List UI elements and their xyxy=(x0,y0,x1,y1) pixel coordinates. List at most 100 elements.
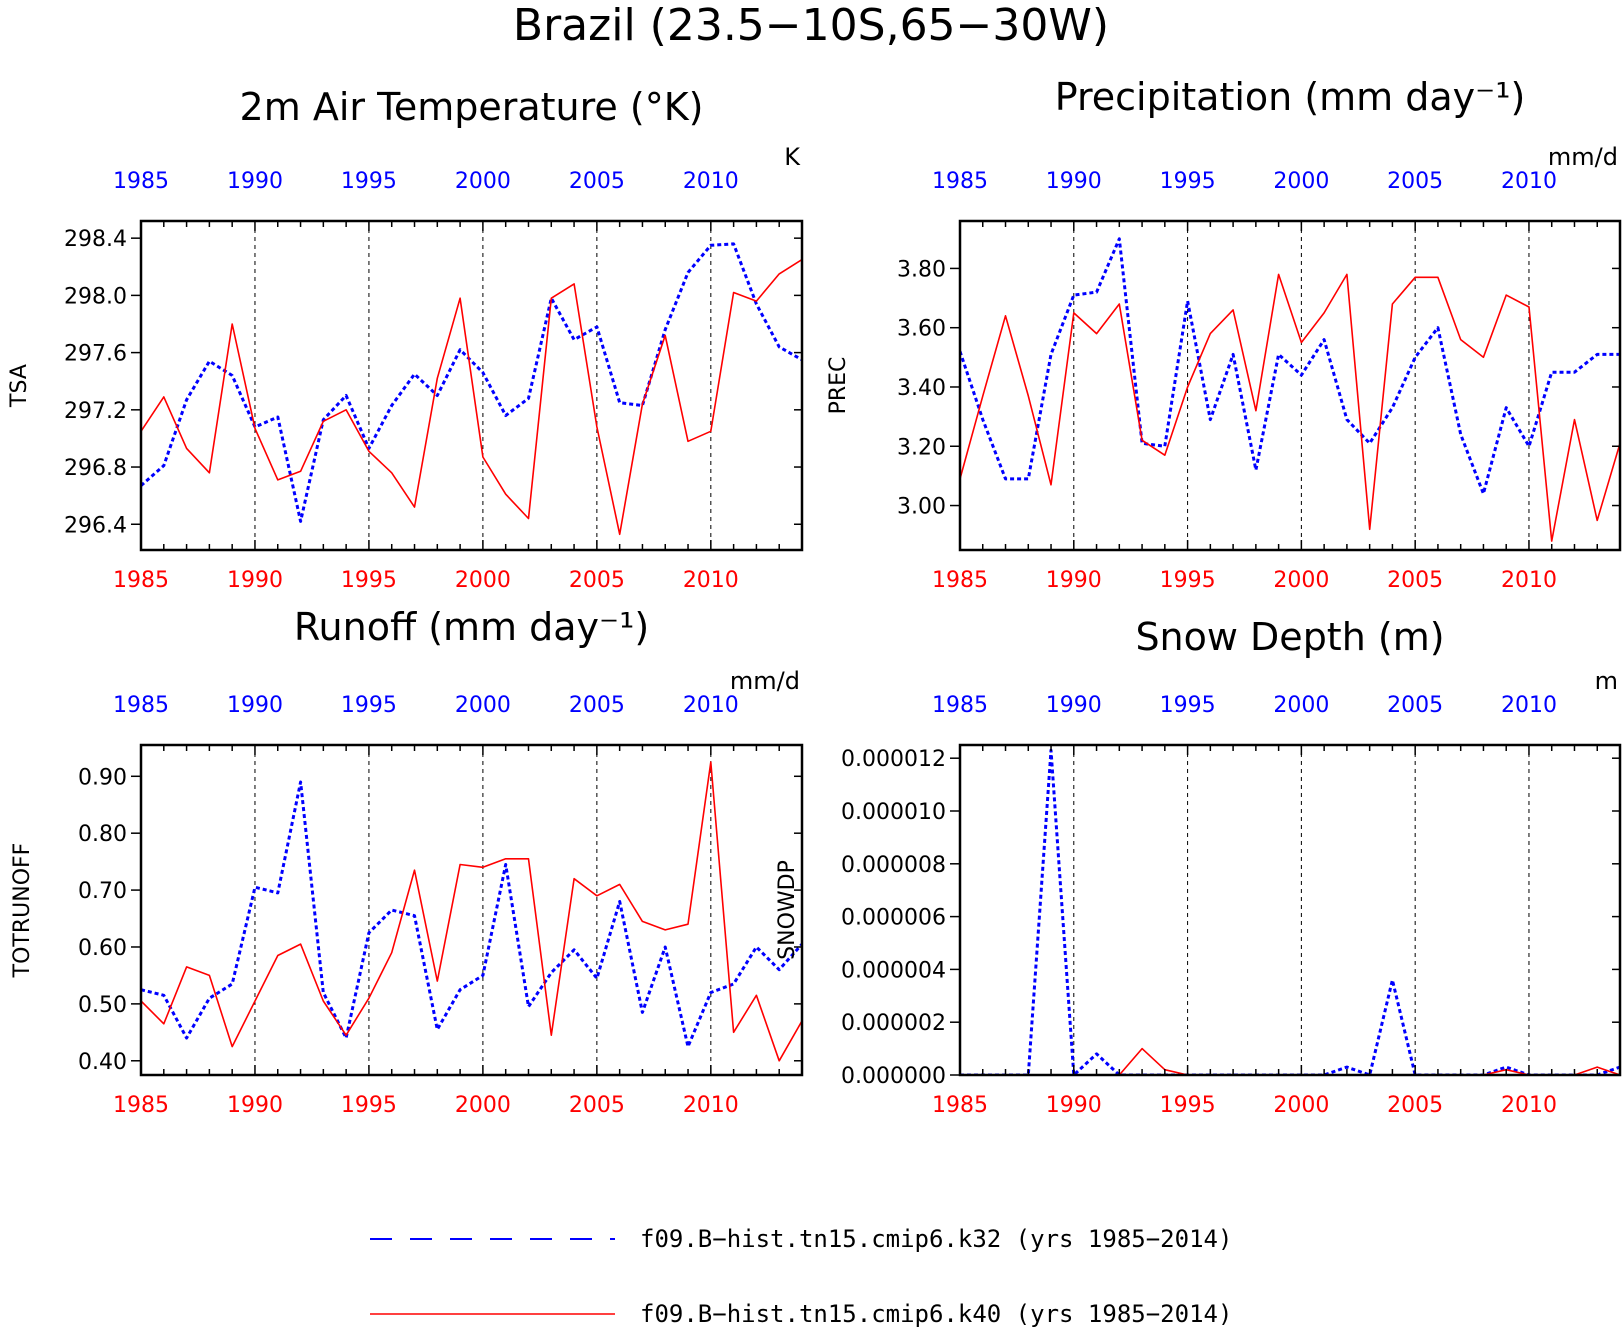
x-tick-label-bottom: 2005 xyxy=(1387,1093,1443,1118)
unit-label: m xyxy=(1595,667,1618,695)
y-tick-label: 0.40 xyxy=(78,1050,127,1075)
figure-title: Brazil (23.5−10S,65−30W) xyxy=(513,0,1109,51)
chart-panel-1: 2m Air Temperature (°K) K 1985 1985 1990 1990… xyxy=(7,85,804,593)
x-tick-label-top: 1995 xyxy=(341,693,397,718)
series-k40-line xyxy=(960,1047,1620,1075)
panel-title: 2m Air Temperature (°K) xyxy=(240,85,704,129)
unit-label: mm/d xyxy=(1548,143,1618,171)
y-tick-label: 3.60 xyxy=(897,317,946,342)
x-tick-label-bottom: 2000 xyxy=(1273,568,1329,593)
x-tick-label-bottom: 1985 xyxy=(113,1093,169,1118)
legend-label-2: f09.B−hist.tn15.cmip6.k40 (yrs 1985−2014… xyxy=(640,1300,1232,1328)
x-tick-label-bottom: 1995 xyxy=(1160,568,1216,593)
x-tick-label-top: 2000 xyxy=(1273,169,1329,194)
x-tick-label-top: 1985 xyxy=(932,169,988,194)
x-tick-label-bottom: 2005 xyxy=(1387,568,1443,593)
y-tick-label: 298.4 xyxy=(64,227,127,252)
x-tick-label-top: 2010 xyxy=(683,169,739,194)
y-tick-label: 3.80 xyxy=(897,257,946,282)
x-tick-label-bottom: 1990 xyxy=(227,1093,283,1118)
panel-title: Snow Depth (m) xyxy=(1135,615,1444,659)
x-tick-label-top: 1990 xyxy=(1046,693,1102,718)
legend-label-1: f09.B−hist.tn15.cmip6.k32 (yrs 1985−2014… xyxy=(640,1225,1232,1253)
x-tick-label-bottom: 2010 xyxy=(1501,1093,1557,1118)
series-k32-line xyxy=(960,748,1620,1075)
x-tick-label-bottom: 1990 xyxy=(1046,568,1102,593)
y-tick-label: 0.000004 xyxy=(841,958,946,983)
x-tick-label-bottom: 2010 xyxy=(683,568,739,593)
unit-label: K xyxy=(784,143,801,171)
x-tick-label-bottom: 1990 xyxy=(227,568,283,593)
x-tick-label-top: 2005 xyxy=(1387,169,1443,194)
y-tick-label: 3.20 xyxy=(897,435,946,460)
x-tick-label-bottom: 2000 xyxy=(455,1093,511,1118)
plot-frame xyxy=(958,743,1622,1077)
y-tick-label: 0.000006 xyxy=(841,906,946,931)
x-tick-label-top: 2010 xyxy=(1501,169,1557,194)
x-tick-label-top: 2005 xyxy=(569,693,625,718)
x-tick-label-top: 1990 xyxy=(227,693,283,718)
x-tick-label-bottom: 2000 xyxy=(1273,1093,1329,1118)
y-axis-label: TOTRUNOFF xyxy=(10,843,35,979)
panel-title: Precipitation (mm day⁻¹) xyxy=(1055,75,1526,119)
plot-frame xyxy=(139,219,804,552)
chart-panel-3: Runoff (mm day⁻¹) mm/d 1985 1985 1990 1990 199… xyxy=(10,605,804,1118)
y-tick-label: 0.000010 xyxy=(841,800,946,825)
y-tick-label: 0.50 xyxy=(78,993,127,1018)
y-tick-label: 0.000012 xyxy=(841,747,946,772)
x-tick-label-bottom: 2000 xyxy=(455,568,511,593)
x-tick-label-bottom: 1995 xyxy=(1160,1093,1216,1118)
x-tick-label-bottom: 1985 xyxy=(932,568,988,593)
x-tick-label-top: 1985 xyxy=(932,693,988,718)
y-axis-label: TSA xyxy=(7,364,32,408)
y-tick-label: 297.6 xyxy=(64,342,127,367)
x-tick-label-bottom: 1985 xyxy=(113,568,169,593)
x-tick-label-top: 1990 xyxy=(227,169,283,194)
x-tick-label-bottom: 2005 xyxy=(569,568,625,593)
y-axis-label: SNOWDP xyxy=(775,860,800,960)
x-tick-label-top: 1995 xyxy=(1160,693,1216,718)
series-k32-line xyxy=(960,237,1620,496)
y-tick-label: 0.000008 xyxy=(841,853,946,878)
series-k40-line xyxy=(141,761,802,1062)
x-tick-label-top: 2010 xyxy=(683,693,739,718)
y-tick-label: 0.70 xyxy=(78,879,127,904)
panel-title: Runoff (mm day⁻¹) xyxy=(294,605,649,649)
y-tick-label: 297.2 xyxy=(64,399,127,424)
x-tick-label-top: 1985 xyxy=(113,693,169,718)
unit-label: mm/d xyxy=(730,667,800,695)
x-tick-label-bottom: 1990 xyxy=(1046,1093,1102,1118)
y-tick-label: 0.90 xyxy=(78,765,127,790)
chart-panel-4: Snow Depth (m) m 1985 1985 1990 1990 1995 1995 2… xyxy=(775,615,1622,1118)
y-tick-label: 3.00 xyxy=(897,495,946,520)
series-k32-line xyxy=(141,780,802,1049)
y-tick-label: 0.000000 xyxy=(841,1064,946,1089)
y-tick-label: 296.4 xyxy=(64,513,127,538)
y-tick-label: 0.80 xyxy=(78,822,127,847)
x-tick-label-top: 1995 xyxy=(1160,169,1216,194)
x-tick-label-top: 2000 xyxy=(455,169,511,194)
x-tick-label-top: 2000 xyxy=(455,693,511,718)
chart-panel-2: Precipitation (mm day⁻¹) mm/d 1985 1985 1990… xyxy=(826,75,1622,593)
x-tick-label-top: 2005 xyxy=(1387,693,1443,718)
y-tick-label: 0.000002 xyxy=(841,1011,946,1036)
x-tick-label-bottom: 2005 xyxy=(569,1093,625,1118)
x-tick-label-bottom: 1985 xyxy=(932,1093,988,1118)
x-tick-label-bottom: 1995 xyxy=(341,1093,397,1118)
x-tick-label-top: 1990 xyxy=(1046,169,1102,194)
x-tick-label-bottom: 1995 xyxy=(341,568,397,593)
y-tick-label: 298.0 xyxy=(64,284,127,309)
x-tick-label-top: 2000 xyxy=(1273,693,1329,718)
x-tick-label-top: 2005 xyxy=(569,169,625,194)
plot-frame xyxy=(958,219,1622,552)
plot-frame xyxy=(139,743,804,1077)
x-tick-label-top: 1995 xyxy=(341,169,397,194)
x-tick-label-bottom: 2010 xyxy=(1501,568,1557,593)
y-tick-label: 3.40 xyxy=(897,376,946,401)
x-tick-label-top: 2010 xyxy=(1501,693,1557,718)
x-tick-label-bottom: 2010 xyxy=(683,1093,739,1118)
series-k32-line xyxy=(141,242,802,523)
y-tick-label: 0.60 xyxy=(78,936,127,961)
series-k40-line xyxy=(960,273,1620,542)
